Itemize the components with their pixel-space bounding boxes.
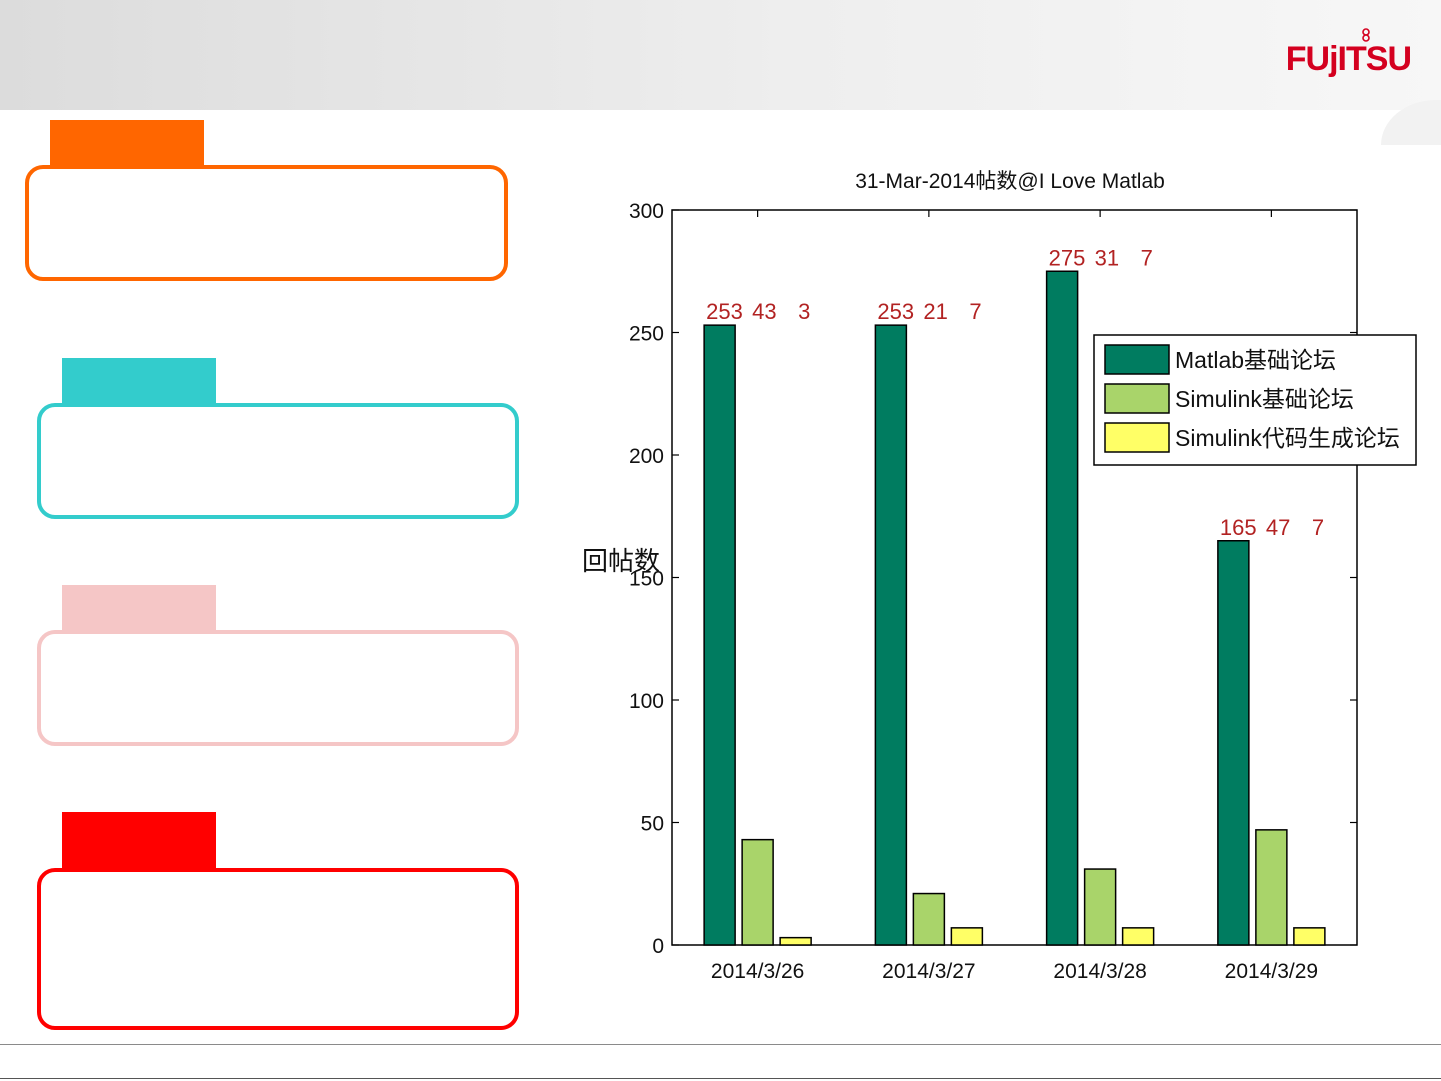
y-tick-label: 0 bbox=[652, 935, 664, 958]
data-label: 7 bbox=[1312, 515, 1324, 540]
footer-divider bbox=[0, 1044, 1441, 1045]
bar bbox=[1045, 270, 1079, 946]
bar bbox=[1293, 927, 1326, 946]
legend-entry: Simulink代码生成论坛 bbox=[1175, 425, 1400, 451]
panel-tab-4 bbox=[62, 812, 216, 870]
bar-chart: 31-Mar-2014帖数@I Love Matlab 回帖数 0 50 100 15… bbox=[582, 170, 1417, 983]
x-tick-label: 2014/3/27 bbox=[882, 960, 975, 983]
bar bbox=[1255, 829, 1288, 946]
bar bbox=[1083, 868, 1117, 946]
y-tick-label: 250 bbox=[629, 323, 664, 346]
bar bbox=[874, 324, 908, 946]
data-label: 7 bbox=[1141, 245, 1153, 270]
fujitsu-logo: FUjITSU bbox=[1285, 40, 1412, 78]
panel-tab-1 bbox=[50, 120, 204, 168]
legend-entry: Matlab基础论坛 bbox=[1175, 347, 1336, 373]
legend-swatch bbox=[1104, 344, 1170, 375]
data-label: 43 bbox=[752, 299, 776, 324]
data-label: 21 bbox=[923, 299, 947, 324]
panel-box-2 bbox=[37, 403, 519, 519]
y-tick-label: 300 bbox=[629, 200, 664, 223]
x-tick-label: 2014/3/26 bbox=[711, 960, 804, 983]
x-tick-label: 2014/3/28 bbox=[1053, 960, 1146, 983]
bar bbox=[1121, 927, 1155, 946]
y-tick-label: 200 bbox=[629, 445, 664, 468]
plot-area: 0 50 100 150 200 250 300 2014/3/26 253 43 3 2014/3/… bbox=[629, 200, 1417, 983]
chart-title: 31-Mar-2014帖数@I Love Matlab bbox=[855, 170, 1165, 193]
legend-swatch bbox=[1104, 422, 1170, 453]
y-tick-label: 150 bbox=[629, 568, 664, 591]
logo-ring-icon bbox=[1362, 28, 1370, 42]
bar bbox=[912, 892, 946, 946]
data-label: 47 bbox=[1266, 515, 1290, 540]
data-label: 253 bbox=[706, 299, 743, 324]
x-tick-label: 2014/3/29 bbox=[1225, 960, 1318, 983]
bar bbox=[950, 927, 984, 946]
legend-entry: Simulink基础论坛 bbox=[1175, 386, 1354, 412]
panel-tab-2 bbox=[62, 358, 216, 406]
y-tick-label: 100 bbox=[629, 690, 664, 713]
panel-tab-3 bbox=[62, 585, 216, 633]
data-label: 3 bbox=[798, 299, 810, 324]
panel-box-3 bbox=[37, 630, 519, 746]
slide-header bbox=[0, 0, 1441, 110]
data-label: 275 bbox=[1049, 245, 1086, 270]
legend-swatch bbox=[1104, 383, 1170, 414]
data-label: 31 bbox=[1095, 245, 1119, 270]
data-label: 165 bbox=[1220, 515, 1257, 540]
data-label: 253 bbox=[877, 299, 914, 324]
bar bbox=[1217, 540, 1250, 946]
panel-box-1 bbox=[25, 165, 508, 281]
panel-box-4 bbox=[37, 868, 519, 1030]
y-tick-label: 50 bbox=[641, 813, 664, 836]
bar bbox=[703, 324, 736, 946]
footer-bottom-line bbox=[0, 1078, 1441, 1079]
y-axis-label: 回帖数 bbox=[582, 546, 660, 576]
bar bbox=[779, 936, 812, 946]
bar bbox=[741, 838, 774, 946]
data-label: 7 bbox=[969, 299, 981, 324]
